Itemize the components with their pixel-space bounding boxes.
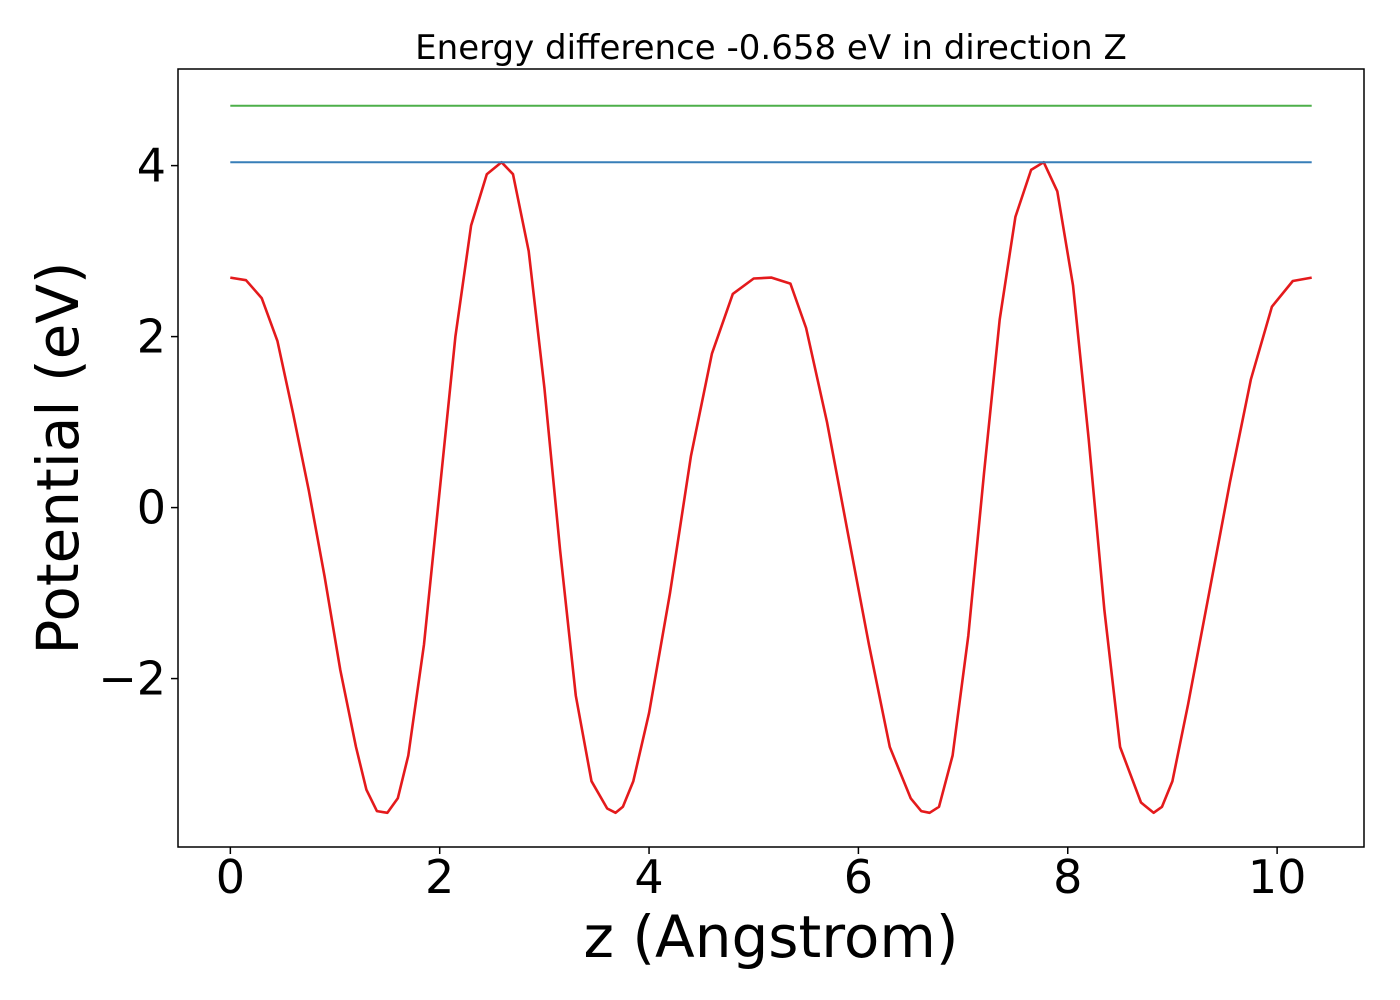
y-tick-label: 2 (137, 310, 166, 364)
axes-frame (177, 68, 1365, 848)
y-tick-label: 0 (137, 481, 166, 535)
x-tick-label: 6 (844, 850, 873, 904)
x-tick-label: 2 (425, 850, 454, 904)
x-tick-label: 10 (1248, 850, 1307, 904)
x-axis-ticks: 0 2 4 6 8 10 (216, 847, 1307, 904)
x-tick-label: 8 (1053, 850, 1082, 904)
y-tick-label: −2 (98, 652, 166, 706)
y-axis-ticks: −2 0 2 4 (98, 139, 178, 706)
x-tick-label: 4 (634, 850, 663, 904)
x-tick-label: 0 (216, 850, 245, 904)
y-tick-label: 4 (137, 139, 166, 193)
plot-area (230, 104, 1312, 815)
potential-curve (230, 160, 1312, 815)
y-axis-label: Potential (eV) (24, 261, 92, 654)
x-axis-label: z (Angstrom) (584, 903, 959, 971)
chart-title: Energy difference -0.658 eV in direction… (415, 28, 1127, 68)
